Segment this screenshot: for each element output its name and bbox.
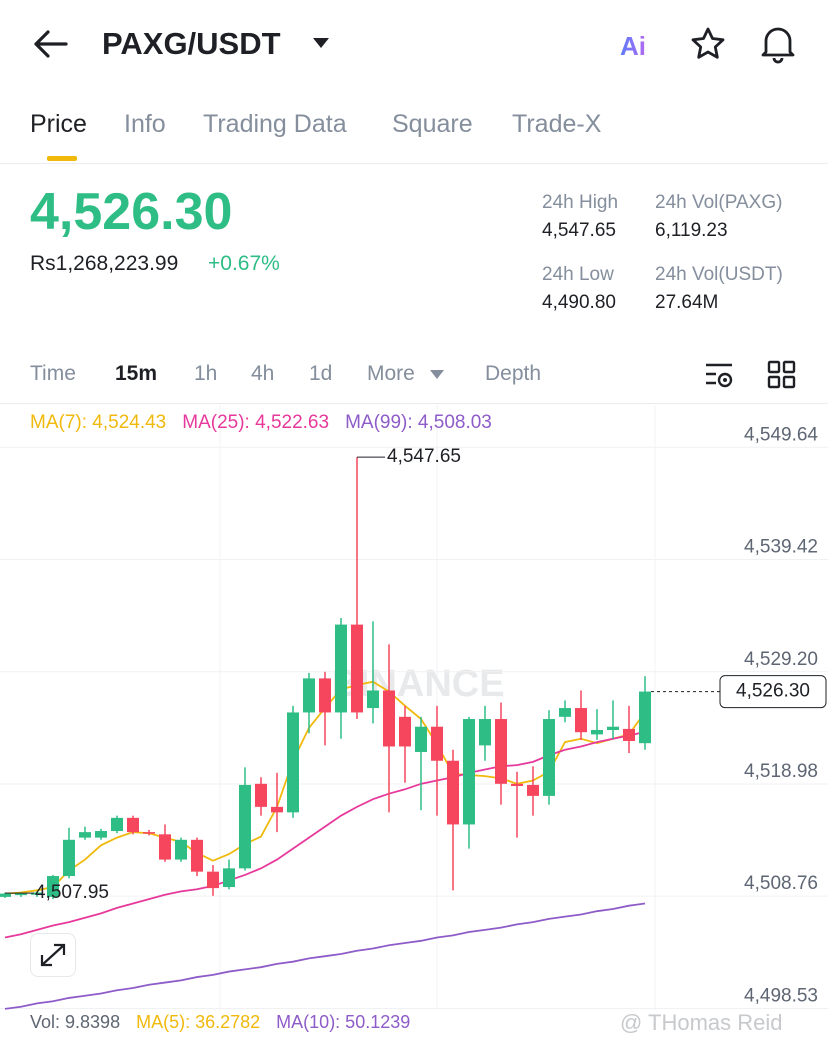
- candle-body: [399, 716, 411, 747]
- high-marker-label: 4,547.65: [387, 446, 461, 467]
- stat-value: 4,547.65: [542, 220, 616, 241]
- candle-body: [591, 730, 603, 735]
- candle-body: [255, 783, 267, 807]
- expand-button[interactable]: [30, 933, 76, 977]
- stat-value: 4,490.80: [542, 292, 616, 313]
- candle-body: [527, 784, 539, 796]
- divider: [0, 403, 828, 404]
- interval[interactable]: Depth: [485, 362, 542, 385]
- more-arrow[interactable]: [430, 370, 444, 380]
- tab[interactable]: Trading Data: [203, 110, 347, 138]
- candle-body: [223, 868, 235, 888]
- tab[interactable]: Price: [30, 110, 87, 138]
- volume-legend: MA(5): 36.2782: [136, 1012, 260, 1032]
- low-marker-label: 4,507.95: [35, 882, 109, 903]
- ma-legend: MA(7): 4,524.43: [30, 412, 166, 433]
- candle-body: [159, 834, 171, 860]
- candle-body: [543, 719, 555, 796]
- candle-body: [63, 839, 75, 877]
- stat-label: 24h High: [542, 192, 619, 213]
- candle-body: [111, 817, 123, 832]
- candle-body: [351, 624, 363, 713]
- stat-value: 27.64M: [655, 292, 719, 313]
- stat-label: 24h Vol(PAXG): [655, 192, 783, 213]
- candle-body: [479, 719, 491, 746]
- candle-body: [431, 726, 443, 761]
- volume-legend: MA(10): 50.1239: [276, 1012, 410, 1032]
- candle-body: [575, 708, 587, 733]
- interval[interactable]: Time: [30, 362, 76, 385]
- candle-body: [559, 708, 571, 717]
- settings-icon[interactable]: [704, 360, 736, 390]
- candle-body: [319, 678, 331, 713]
- svg-text:Ai: Ai: [620, 31, 646, 61]
- tab-indicator: [47, 156, 77, 161]
- candle-body: [383, 690, 395, 747]
- price-change: +0.67%: [208, 252, 280, 275]
- candle-body: [143, 832, 155, 834]
- y-tick-label: 4,498.53: [744, 986, 818, 1007]
- candle-body: [271, 806, 283, 813]
- volume-legend: Vol: 9.8398: [30, 1012, 120, 1032]
- y-tick-label: 4,508.76: [744, 873, 818, 894]
- y-tick-label: 4,549.64: [744, 424, 818, 445]
- candle-body: [191, 839, 203, 872]
- ma-legend: MA(99): 4,508.03: [345, 412, 492, 433]
- ai-icon[interactable]: Ai: [620, 30, 660, 62]
- layout-icon[interactable]: [767, 360, 797, 390]
- credit: @ THomas Reid: [620, 1010, 783, 1035]
- star-icon[interactable]: [690, 26, 726, 62]
- ma-line: [4, 730, 646, 939]
- candle-body: [415, 726, 427, 752]
- stat-label: 24h Low: [542, 264, 614, 285]
- candle-body: [335, 624, 347, 713]
- candle-body: [511, 783, 523, 787]
- stat-value: 6,119.23: [655, 220, 728, 241]
- divider: [0, 163, 828, 164]
- candle-body: [447, 760, 459, 825]
- candle-body: [15, 893, 27, 896]
- candle-body: [239, 784, 251, 869]
- tab[interactable]: Info: [124, 110, 166, 138]
- fiat-price: Rs1,268,223.99: [30, 252, 179, 275]
- candle-body: [127, 817, 139, 833]
- candle-body: [79, 832, 91, 838]
- candle-body: [623, 728, 635, 741]
- y-tick-label: 4,539.42: [744, 537, 818, 558]
- interval[interactable]: 1d: [309, 362, 333, 385]
- candle-body: [31, 892, 43, 895]
- last-price: 4,526.30: [30, 183, 233, 241]
- candle-body: [367, 690, 379, 709]
- back-icon[interactable]: [30, 28, 70, 60]
- candle-body: [47, 876, 59, 897]
- candle-body: [95, 831, 107, 838]
- dropdown-icon[interactable]: [312, 37, 330, 49]
- last-price-box: [719, 675, 827, 709]
- interval[interactable]: 4h: [251, 362, 275, 385]
- candle-body: [607, 726, 619, 731]
- tab[interactable]: Trade-X: [512, 110, 602, 138]
- candle-body: [639, 691, 651, 744]
- ma-legend: MA(25): 4,522.63: [182, 412, 329, 433]
- last-price-label: 4,526.30: [736, 681, 810, 702]
- candle-body: [495, 719, 507, 784]
- candle-body: [463, 719, 475, 825]
- candle-body: [207, 871, 219, 889]
- interval[interactable]: 15m: [115, 362, 158, 385]
- y-tick-label: 4,518.98: [744, 761, 818, 782]
- interval[interactable]: 1h: [194, 362, 218, 385]
- bell-icon[interactable]: [760, 24, 796, 64]
- ma-line: [4, 902, 646, 1010]
- stat-label: 24h Vol(USDT): [655, 264, 783, 285]
- tab[interactable]: Square: [392, 110, 473, 138]
- candle-body: [287, 712, 299, 813]
- pair-title[interactable]: PAXG/USDT: [102, 26, 281, 61]
- candle-body: [0, 893, 11, 897]
- candle-body: [175, 839, 187, 860]
- candle-body: [303, 678, 315, 713]
- y-tick-label: 4,529.20: [744, 649, 818, 670]
- interval[interactable]: More: [367, 362, 415, 385]
